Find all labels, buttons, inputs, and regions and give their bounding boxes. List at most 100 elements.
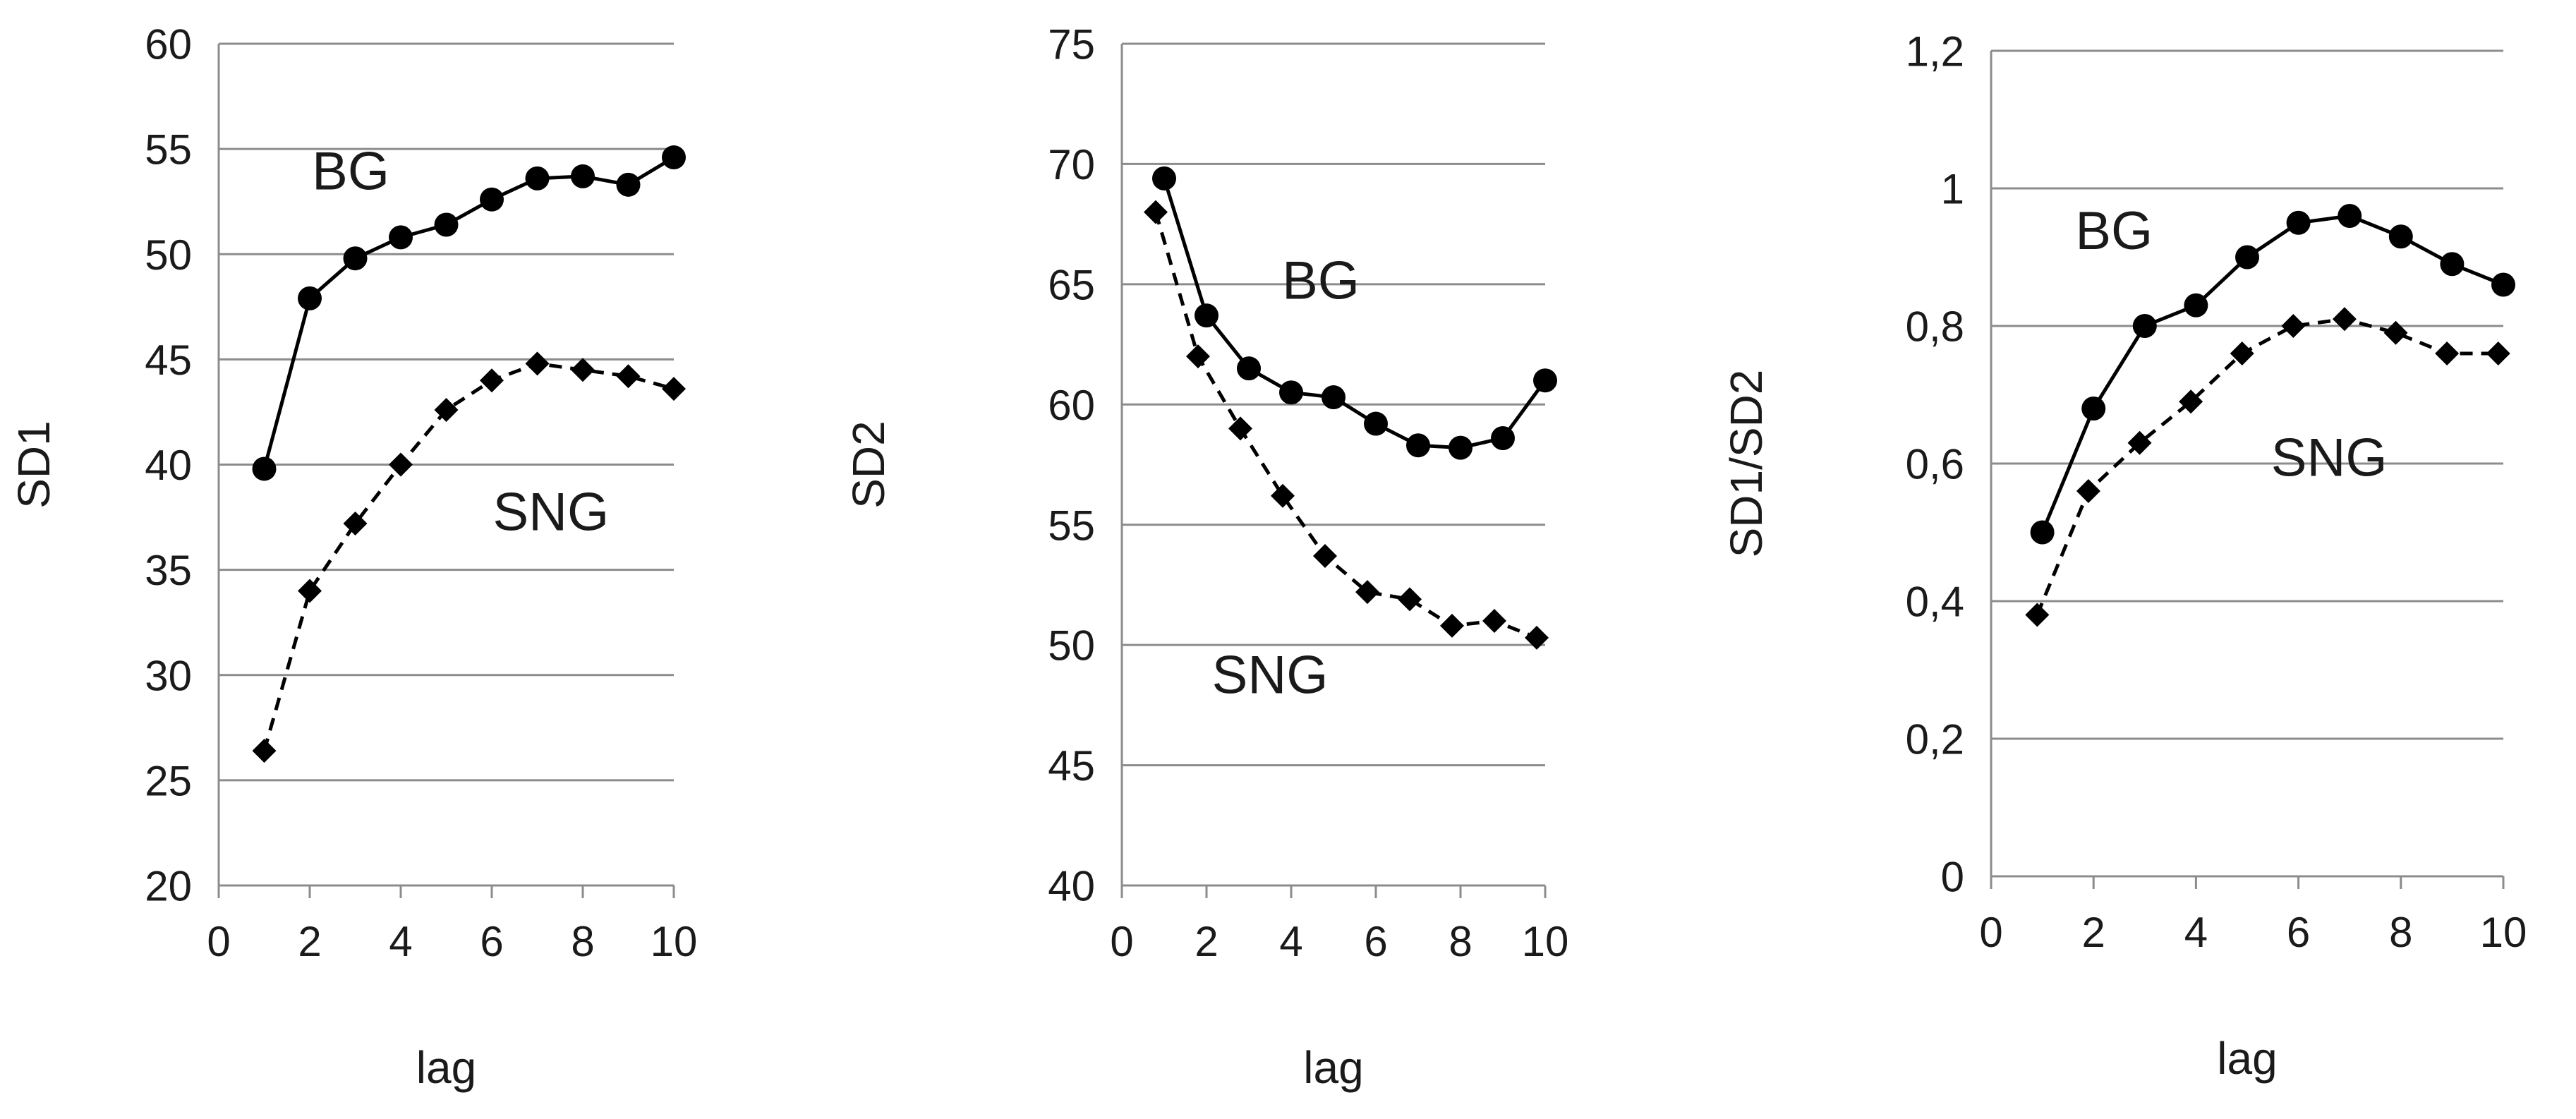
series-line-bg xyxy=(1162,178,1547,450)
data-point xyxy=(2440,252,2465,277)
data-point xyxy=(1186,344,1210,369)
data-point xyxy=(1355,580,1379,605)
x-tick-label: 10 xyxy=(2480,909,2527,956)
series-line-sng xyxy=(1154,211,1537,640)
series-sng xyxy=(2025,307,2510,627)
series-bg xyxy=(2030,204,2515,545)
x-tick-label: 2 xyxy=(1195,918,1218,965)
data-point xyxy=(1279,380,1303,405)
x-axis-title: lag xyxy=(416,1042,476,1093)
x-tick-label: 0 xyxy=(1979,909,2002,956)
series-line-bg xyxy=(262,155,675,470)
data-point xyxy=(1228,416,1252,441)
data-point xyxy=(2081,397,2106,421)
series-annotation-bg: BG xyxy=(2075,201,2153,261)
data-point xyxy=(2184,293,2208,317)
data-point xyxy=(2332,307,2357,332)
x-axis-title: lag xyxy=(1303,1042,1363,1093)
series-line-sng xyxy=(2035,317,2498,616)
x-axis-title: lag xyxy=(2217,1033,2277,1084)
x-tick-label: 6 xyxy=(1364,918,1387,965)
y-tick-label: 1 xyxy=(1941,166,1964,213)
y-tick-label: 70 xyxy=(1048,141,1095,188)
data-point xyxy=(1449,435,1473,460)
y-tick-label: 45 xyxy=(1048,742,1095,790)
y-axis-title: SD1 xyxy=(8,421,59,509)
data-point xyxy=(1491,426,1515,451)
series-annotation-sng: SNG xyxy=(2271,428,2388,488)
series-annotation-bg: BG xyxy=(1282,250,1360,310)
data-point xyxy=(1533,368,1557,393)
y-axis-title: SD1/SD2 xyxy=(1721,370,1772,558)
series-sng xyxy=(1144,200,1549,650)
data-point xyxy=(2435,341,2460,365)
y-tick-label: 75 xyxy=(1048,21,1095,68)
data-point xyxy=(1322,385,1346,410)
y-tick-label: 0,2 xyxy=(1906,716,1964,763)
data-point xyxy=(1237,356,1261,381)
y-tick-label: 25 xyxy=(145,757,192,804)
y-axis-title: SD2 xyxy=(843,421,894,509)
chart-panel-1: 20 25 30 35 40 45 50 55 60 0 2 4 6 8 10 lag SD1 BG SNG xyxy=(8,21,697,1093)
x-tick-label: 4 xyxy=(389,918,412,965)
data-point xyxy=(343,246,368,271)
data-point xyxy=(1195,303,1219,328)
y-tick-label: 55 xyxy=(145,126,192,174)
y-tick-label: 55 xyxy=(1048,502,1095,549)
data-point xyxy=(2338,204,2362,228)
data-point xyxy=(2230,341,2254,365)
x-tick-label: 0 xyxy=(207,918,230,965)
y-tick-label: 40 xyxy=(145,442,192,489)
series-annotation-sng: SNG xyxy=(1212,645,1329,705)
y-tick-label: 60 xyxy=(145,21,192,68)
data-point xyxy=(616,172,641,197)
data-point xyxy=(2286,210,2311,235)
data-point xyxy=(1313,544,1337,569)
data-point xyxy=(343,512,368,536)
data-point xyxy=(662,377,686,401)
y-tick-label: 50 xyxy=(1048,622,1095,670)
y-tick-label: 0,8 xyxy=(1906,303,1964,351)
y-tick-label: 0,4 xyxy=(1906,579,1964,626)
data-point xyxy=(1398,587,1422,612)
x-tick-label: 8 xyxy=(2389,909,2412,956)
series-line-sng xyxy=(262,361,675,751)
data-point xyxy=(616,364,641,389)
data-point xyxy=(571,164,595,188)
data-point xyxy=(2025,603,2050,627)
y-tick-label: 20 xyxy=(145,863,192,910)
y-tick-label: 45 xyxy=(145,337,192,384)
x-tick-label: 8 xyxy=(571,918,594,965)
data-point xyxy=(2076,479,2100,503)
x-tick-label: 10 xyxy=(651,918,698,965)
data-point xyxy=(1406,433,1430,458)
data-point xyxy=(2383,320,2408,345)
series-annotation-sng: SNG xyxy=(492,482,609,542)
data-point xyxy=(480,368,504,393)
x-tick-label: 0 xyxy=(1110,918,1133,965)
x-tick-label: 4 xyxy=(2184,909,2208,956)
data-point xyxy=(2486,341,2510,365)
chart-panel-2: 40 45 50 55 60 65 70 75 0 2 4 6 8 10 lag SD2 BG SNG xyxy=(843,21,1568,1093)
data-point xyxy=(2127,430,2152,455)
data-point xyxy=(252,456,277,481)
x-tick-label: 2 xyxy=(298,918,321,965)
y-tick-label: 0 xyxy=(1941,854,1964,901)
data-point xyxy=(434,212,459,237)
data-point xyxy=(571,358,595,382)
x-tick-label: 8 xyxy=(1449,918,1472,965)
data-point xyxy=(1144,200,1168,224)
data-point xyxy=(662,145,686,170)
x-tick-label: 10 xyxy=(1522,918,1569,965)
data-point xyxy=(252,739,277,763)
series-annotation-bg: BG xyxy=(312,141,389,201)
data-point xyxy=(389,225,413,250)
data-point xyxy=(525,166,550,190)
data-point xyxy=(1482,609,1506,634)
data-point xyxy=(2491,272,2515,297)
series-bg xyxy=(1152,166,1557,460)
data-point xyxy=(2030,520,2055,545)
y-tick-label: 50 xyxy=(145,231,192,279)
x-tick-label: 2 xyxy=(2082,909,2105,956)
